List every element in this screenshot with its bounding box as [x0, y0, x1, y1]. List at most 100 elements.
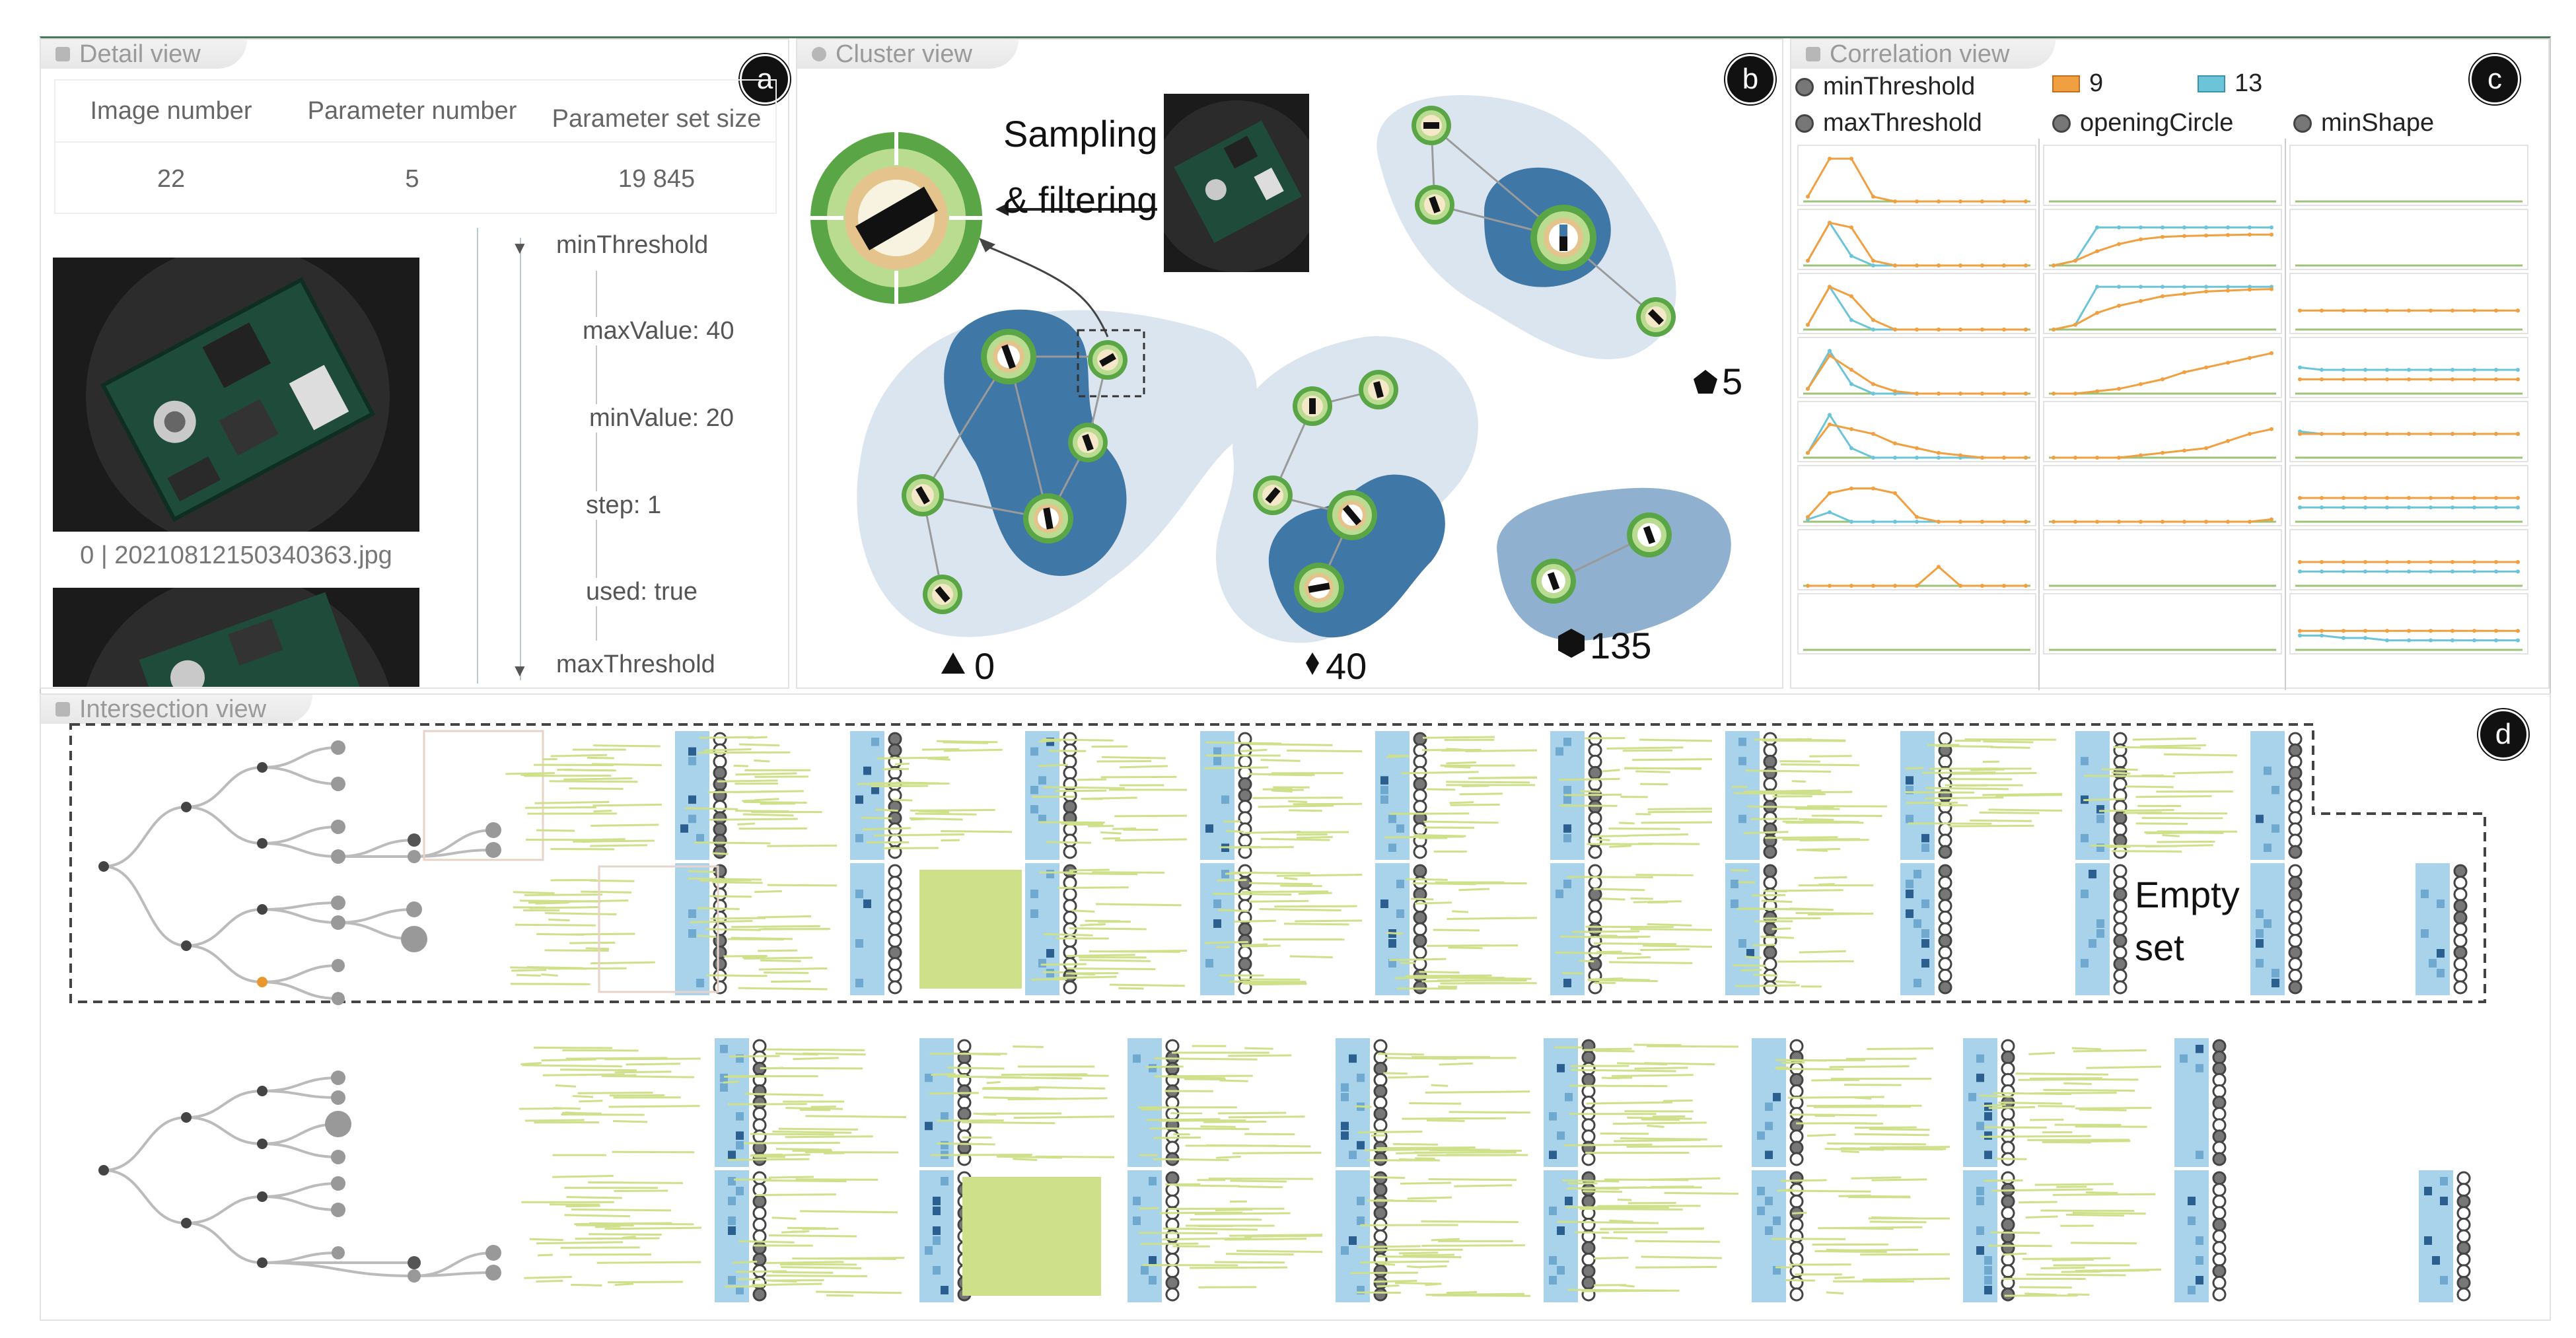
- param-dot: [1588, 811, 1602, 826]
- intersection-line: [2028, 1051, 2056, 1055]
- series-point: [1915, 520, 1919, 524]
- intersection-view-tab[interactable]: Intersection view: [41, 695, 313, 724]
- intersection-line: [1781, 763, 1859, 767]
- param-dot: [1373, 1241, 1388, 1255]
- param-dot: [1238, 864, 1252, 878]
- intersection-line: [1249, 743, 1333, 746]
- board-image-2[interactable]: [53, 588, 419, 687]
- tree-edge: [413, 1271, 494, 1277]
- board-image[interactable]: [53, 258, 419, 532]
- empty-set-label-1: Empty: [2135, 874, 2240, 915]
- mini-chart: [1797, 209, 2036, 270]
- intersection-line: [1559, 777, 1620, 781]
- intersection-line: [1647, 923, 1692, 927]
- series-point: [2161, 225, 2165, 230]
- param-dot: [1789, 1217, 1804, 1232]
- intersection-line: [589, 1222, 694, 1226]
- intersection-line: [1007, 1097, 1108, 1101]
- tree-edge: [262, 766, 339, 785]
- param-dot: [2288, 899, 2303, 913]
- intersection-line: [1077, 778, 1107, 781]
- matrix-cell: [925, 1073, 933, 1082]
- board-photo-2: [86, 588, 390, 687]
- tree-node: [325, 1111, 351, 1137]
- series-point: [1849, 584, 1853, 588]
- intersection-line: [1780, 1179, 1827, 1182]
- series-point: [2451, 560, 2454, 564]
- legend-max-threshold[interactable]: maxThreshold: [1795, 109, 1982, 137]
- intersection-line: [1834, 1276, 1855, 1279]
- node-glyphs[interactable]: [902, 106, 1676, 614]
- series-point: [2298, 629, 2302, 633]
- series-point: [2320, 496, 2324, 500]
- intersection-line: [805, 1115, 907, 1118]
- param-dot: [1789, 1171, 1804, 1185]
- mini-chart: [2289, 145, 2528, 206]
- legend-series-13[interactable]: 13: [2198, 69, 2262, 98]
- tree-root-label[interactable]: minThreshold: [556, 231, 709, 259]
- matrix-cell: [2081, 757, 2089, 765]
- intersection-line: [1080, 923, 1106, 927]
- matrix-cell: [1738, 757, 1746, 765]
- mini-chart: [2043, 273, 2282, 334]
- correlation-view-tab[interactable]: Correlation view: [1791, 40, 2056, 69]
- intersection-line: [703, 748, 752, 752]
- series-point: [2298, 432, 2302, 436]
- cluster-view-tab[interactable]: Cluster view: [797, 40, 1019, 69]
- matrix-cell: [1565, 1092, 1573, 1102]
- series-point: [1937, 520, 1941, 524]
- intersection-line: [2025, 1215, 2058, 1219]
- large-glyph[interactable]: [810, 132, 982, 304]
- series-point: [2516, 496, 2520, 500]
- intersection-line: [738, 987, 828, 991]
- matrix-column: [850, 863, 884, 995]
- sample-photo[interactable]: [1164, 94, 1309, 272]
- intersection-line: [1102, 756, 1166, 759]
- intersection-line: [1745, 956, 1762, 959]
- legend-opening-circle[interactable]: openingCircle: [2052, 109, 2233, 137]
- intersection-line: [1750, 818, 1798, 820]
- legend-series-9[interactable]: 9: [2052, 69, 2103, 98]
- cluster-hull-135[interactable]: [1497, 487, 1731, 641]
- series-point: [1849, 368, 1853, 372]
- intersection-line: [688, 877, 762, 881]
- param-dot-icon: [2052, 114, 2071, 133]
- matrix-cell: [2421, 929, 2429, 938]
- intersection-line: [1983, 1104, 2006, 1108]
- intersection-line: [1043, 933, 1093, 936]
- correlation-small-multiples[interactable]: [1791, 139, 2551, 690]
- selection-region: [69, 723, 2486, 1003]
- tree-next-label[interactable]: maxThreshold: [556, 651, 715, 678]
- intersection-line: [1627, 1116, 1692, 1120]
- param-dot: [888, 743, 902, 757]
- detail-view-tab[interactable]: Detail view: [41, 40, 247, 69]
- matrix-cell: [1549, 1207, 1557, 1215]
- matrix-cell: [1341, 1246, 1349, 1255]
- matrix-cell: [933, 1197, 941, 1205]
- param-dot: [2288, 732, 2303, 746]
- collapse-icon[interactable]: ▼: [511, 238, 528, 258]
- intersection-line: [2043, 1140, 2131, 1143]
- series-point: [2429, 560, 2433, 564]
- param-dot: [1581, 1084, 1596, 1098]
- intersection-line: [816, 1290, 902, 1294]
- series-point: [2363, 432, 2367, 436]
- param-dot: [2453, 910, 2468, 925]
- param-dot: [2001, 1241, 2015, 1255]
- expand-icon[interactable]: ▼: [511, 660, 528, 680]
- param-dot: [2456, 1275, 2471, 1290]
- cluster-graph[interactable]: [797, 40, 1785, 690]
- param-dot: [1763, 833, 1777, 848]
- matrix-cell: [2188, 1286, 2196, 1294]
- param-dot: [1238, 845, 1252, 859]
- matrix-cell: [941, 1177, 948, 1185]
- intersection-matrix[interactable]: [41, 695, 2552, 1322]
- legend-min-shape[interactable]: minShape: [2293, 109, 2434, 137]
- cluster-label-135: 135: [1590, 625, 1652, 666]
- tree-node: [331, 1176, 345, 1191]
- intersection-line: [699, 736, 754, 739]
- legend-min-threshold[interactable]: minThreshold: [1795, 73, 1975, 101]
- series-point: [1915, 392, 1919, 396]
- series-point: [1871, 194, 1875, 199]
- selection-box[interactable]: [1077, 329, 1145, 398]
